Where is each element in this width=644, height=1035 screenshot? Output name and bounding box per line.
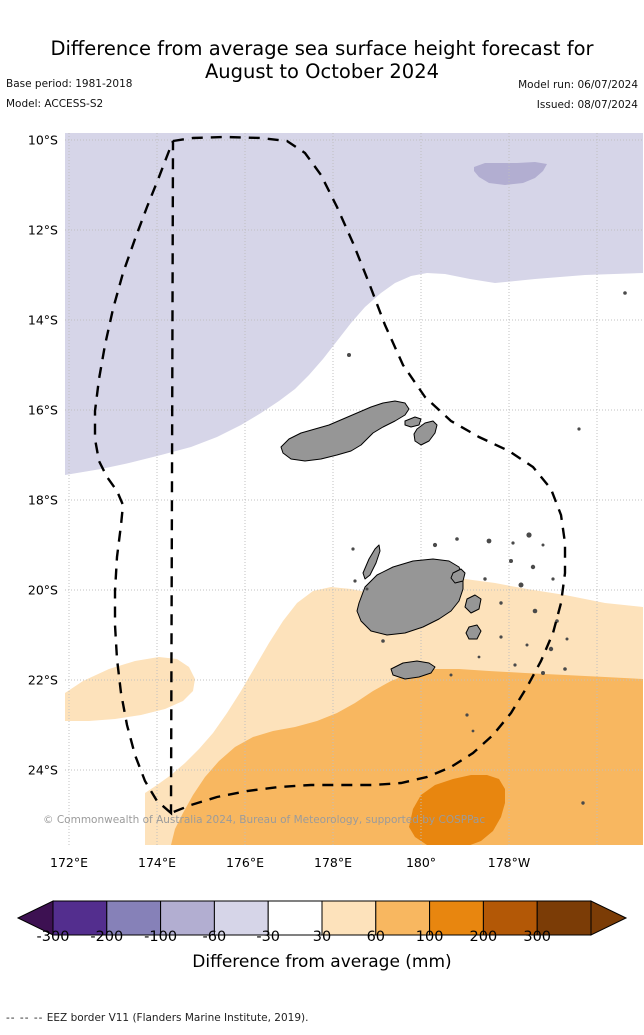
colorbar-title: Difference from average (mm) [192, 952, 452, 972]
colorbar-bin-9 [536, 900, 592, 936]
eez-footnote-dashes: -- -- -- [6, 1012, 44, 1024]
page-title-line-2: August to October 2024 [204, 59, 440, 83]
page-title: Difference from average sea surface heig… [0, 37, 644, 84]
y-tick-2: 14°S [27, 312, 58, 328]
colorbar-bin-7 [429, 900, 484, 936]
island-kadavu [390, 660, 436, 680]
colorbar-over-arrow [590, 900, 628, 936]
x-tick-0: 172°E [49, 855, 89, 870]
colorbar-bin-6 [375, 900, 431, 936]
x-tick-2: 176°E [225, 855, 265, 870]
colorbar-tick-3: -60 [202, 929, 227, 945]
island-gau [465, 624, 482, 640]
map-gridlines-lat [65, 139, 643, 771]
colorbar-tick-9: 300 [523, 929, 552, 945]
anomaly-band-neg30-neg60 [65, 133, 643, 475]
island-viti-levu [356, 558, 464, 636]
base-period-label: Base period: 1981-2018 [6, 78, 133, 90]
y-tick-6: 22°S [27, 672, 58, 688]
eez-footnote-text: EEZ border V11 (Flanders Marine Institut… [46, 1012, 309, 1024]
y-tick-4: 18°S [27, 492, 58, 508]
x-tick-4: 180° [405, 855, 437, 870]
colorbar-tick-7: 100 [415, 929, 444, 945]
island-vanua-levu [280, 400, 410, 462]
island-qamea [404, 416, 422, 428]
colorbar-bin-1 [106, 900, 162, 936]
map-credit: © Commonwealth of Australia 2024, Bureau… [43, 814, 486, 826]
island-koro [450, 568, 466, 584]
colorbar-tick-1: -200 [90, 929, 124, 945]
colorbar-bin-5 [321, 900, 377, 936]
island-ovalau [464, 594, 482, 614]
anomaly-band-neg60-neg100 [474, 162, 547, 185]
issued-label: Issued: 08/07/2024 [536, 99, 638, 111]
colorbar-tick-5: 30 [312, 929, 332, 945]
x-tick-5: 178°W [487, 855, 531, 870]
y-tick-7: 24°S [27, 762, 58, 778]
island-yasawa [362, 544, 381, 580]
colorbar-tick-8: 200 [469, 929, 498, 945]
anomaly-band-100-200 [409, 775, 505, 845]
fiji-islets [347, 291, 627, 805]
anomaly-blob-southwest [65, 657, 195, 721]
y-tick-0: 10°S [27, 132, 58, 148]
colorbar-bin-0 [52, 900, 108, 936]
y-tick-1: 12°S [27, 222, 58, 238]
eez-footnote: -- -- -- EEZ border V11 (Flanders Marine… [6, 1012, 308, 1024]
eez-border-line [93, 135, 567, 816]
model-label: Model: ACCESS-S2 [6, 98, 104, 110]
x-tick-3: 178°E [313, 855, 353, 870]
anomaly-band-60-100 [171, 669, 643, 845]
y-tick-3: 16°S [27, 402, 58, 418]
colorbar-tick-2: -100 [144, 929, 178, 945]
colorbar[interactable] [0, 893, 644, 939]
colorbar-tick-0: -300 [36, 929, 70, 945]
y-tick-5: 20°S [27, 582, 58, 598]
colorbar-tick-6: 60 [366, 929, 386, 945]
colorbar-bin-4 [267, 900, 323, 936]
page-title-line-1: Difference from average sea surface heig… [50, 37, 594, 60]
colorbar-tick-labels: -300 -200 -100 -60 -30 30 60 100 200 300 [0, 929, 644, 951]
colorbar-tick-4: -30 [256, 929, 281, 945]
map-plot-area[interactable] [65, 133, 643, 845]
island-taveuni [413, 420, 438, 446]
colorbar-bin-3 [213, 900, 269, 936]
colorbar-svg [16, 900, 628, 936]
x-tick-1: 174°E [137, 855, 177, 870]
fiji-landmass [280, 400, 482, 680]
map-svg [65, 133, 643, 845]
model-run-label: Model run: 06/07/2024 [518, 79, 638, 91]
